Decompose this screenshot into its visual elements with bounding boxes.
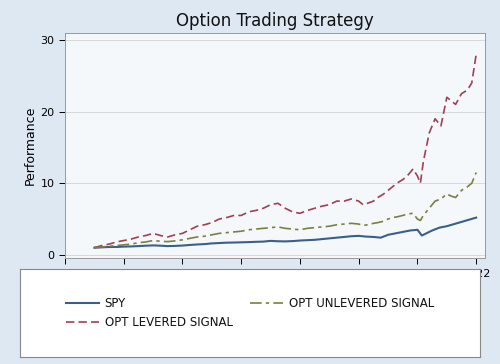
Y-axis label: Performance: Performance (24, 106, 36, 185)
Legend: SPY, OPT LEVERED SIGNAL, OPT UNLEVERED SIGNAL: SPY, OPT LEVERED SIGNAL, OPT UNLEVERED S… (56, 288, 444, 339)
X-axis label: Years: Years (258, 283, 292, 296)
Title: Option Trading Strategy: Option Trading Strategy (176, 12, 374, 30)
